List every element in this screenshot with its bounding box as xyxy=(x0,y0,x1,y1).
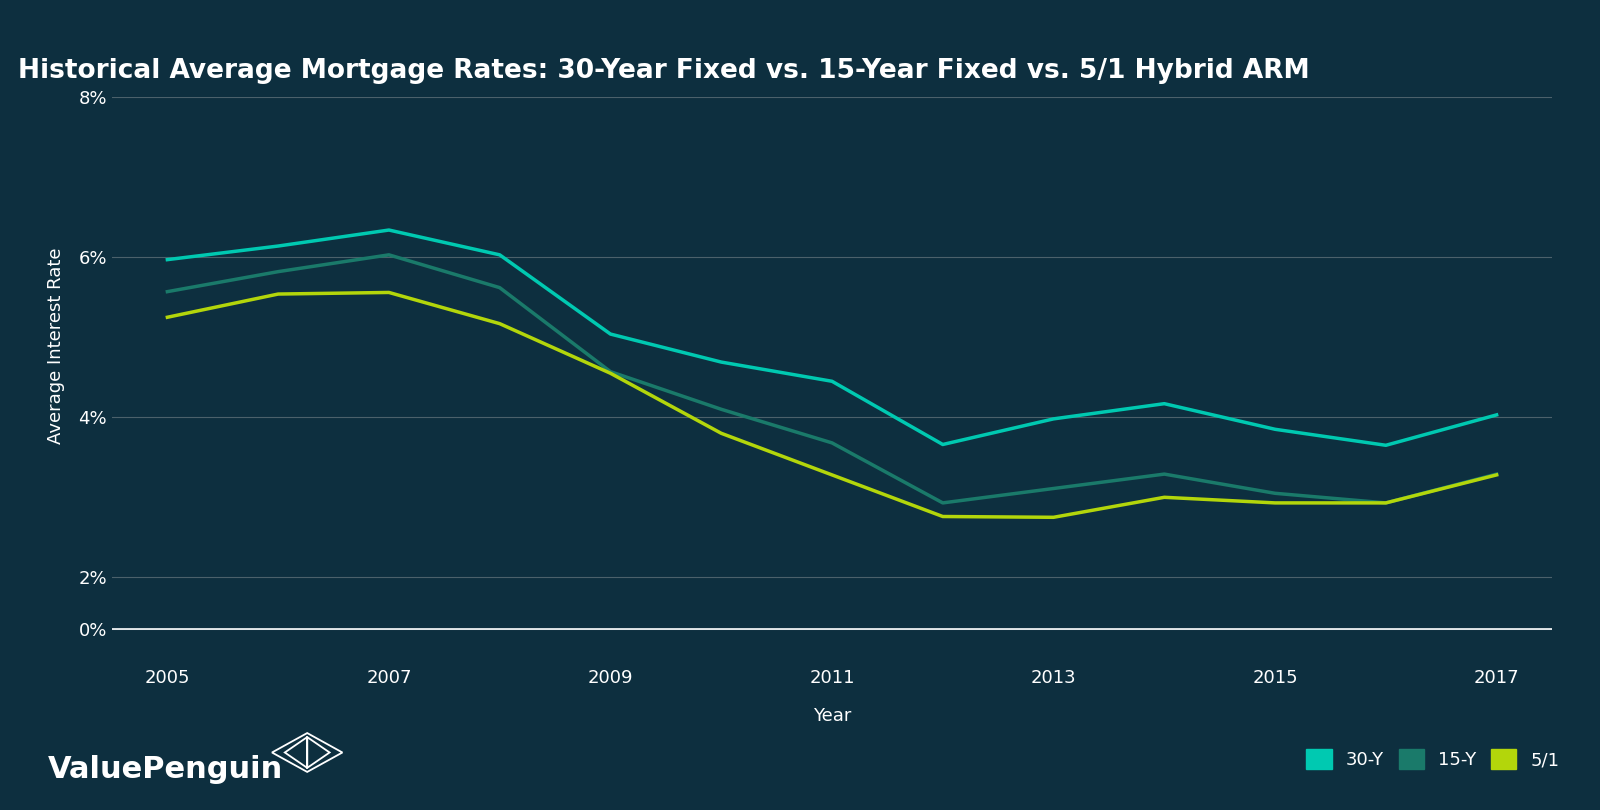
Text: Historical Average Mortgage Rates: 30-Year Fixed vs. 15-Year Fixed vs. 5/1 Hybri: Historical Average Mortgage Rates: 30-Ye… xyxy=(19,58,1310,83)
Text: ValuePenguin: ValuePenguin xyxy=(48,755,283,784)
Y-axis label: Average Interest Rate: Average Interest Rate xyxy=(46,247,64,444)
Legend: 30-Y, 15-Y, 5/1: 30-Y, 15-Y, 5/1 xyxy=(1299,741,1566,777)
X-axis label: Year: Year xyxy=(813,706,851,724)
